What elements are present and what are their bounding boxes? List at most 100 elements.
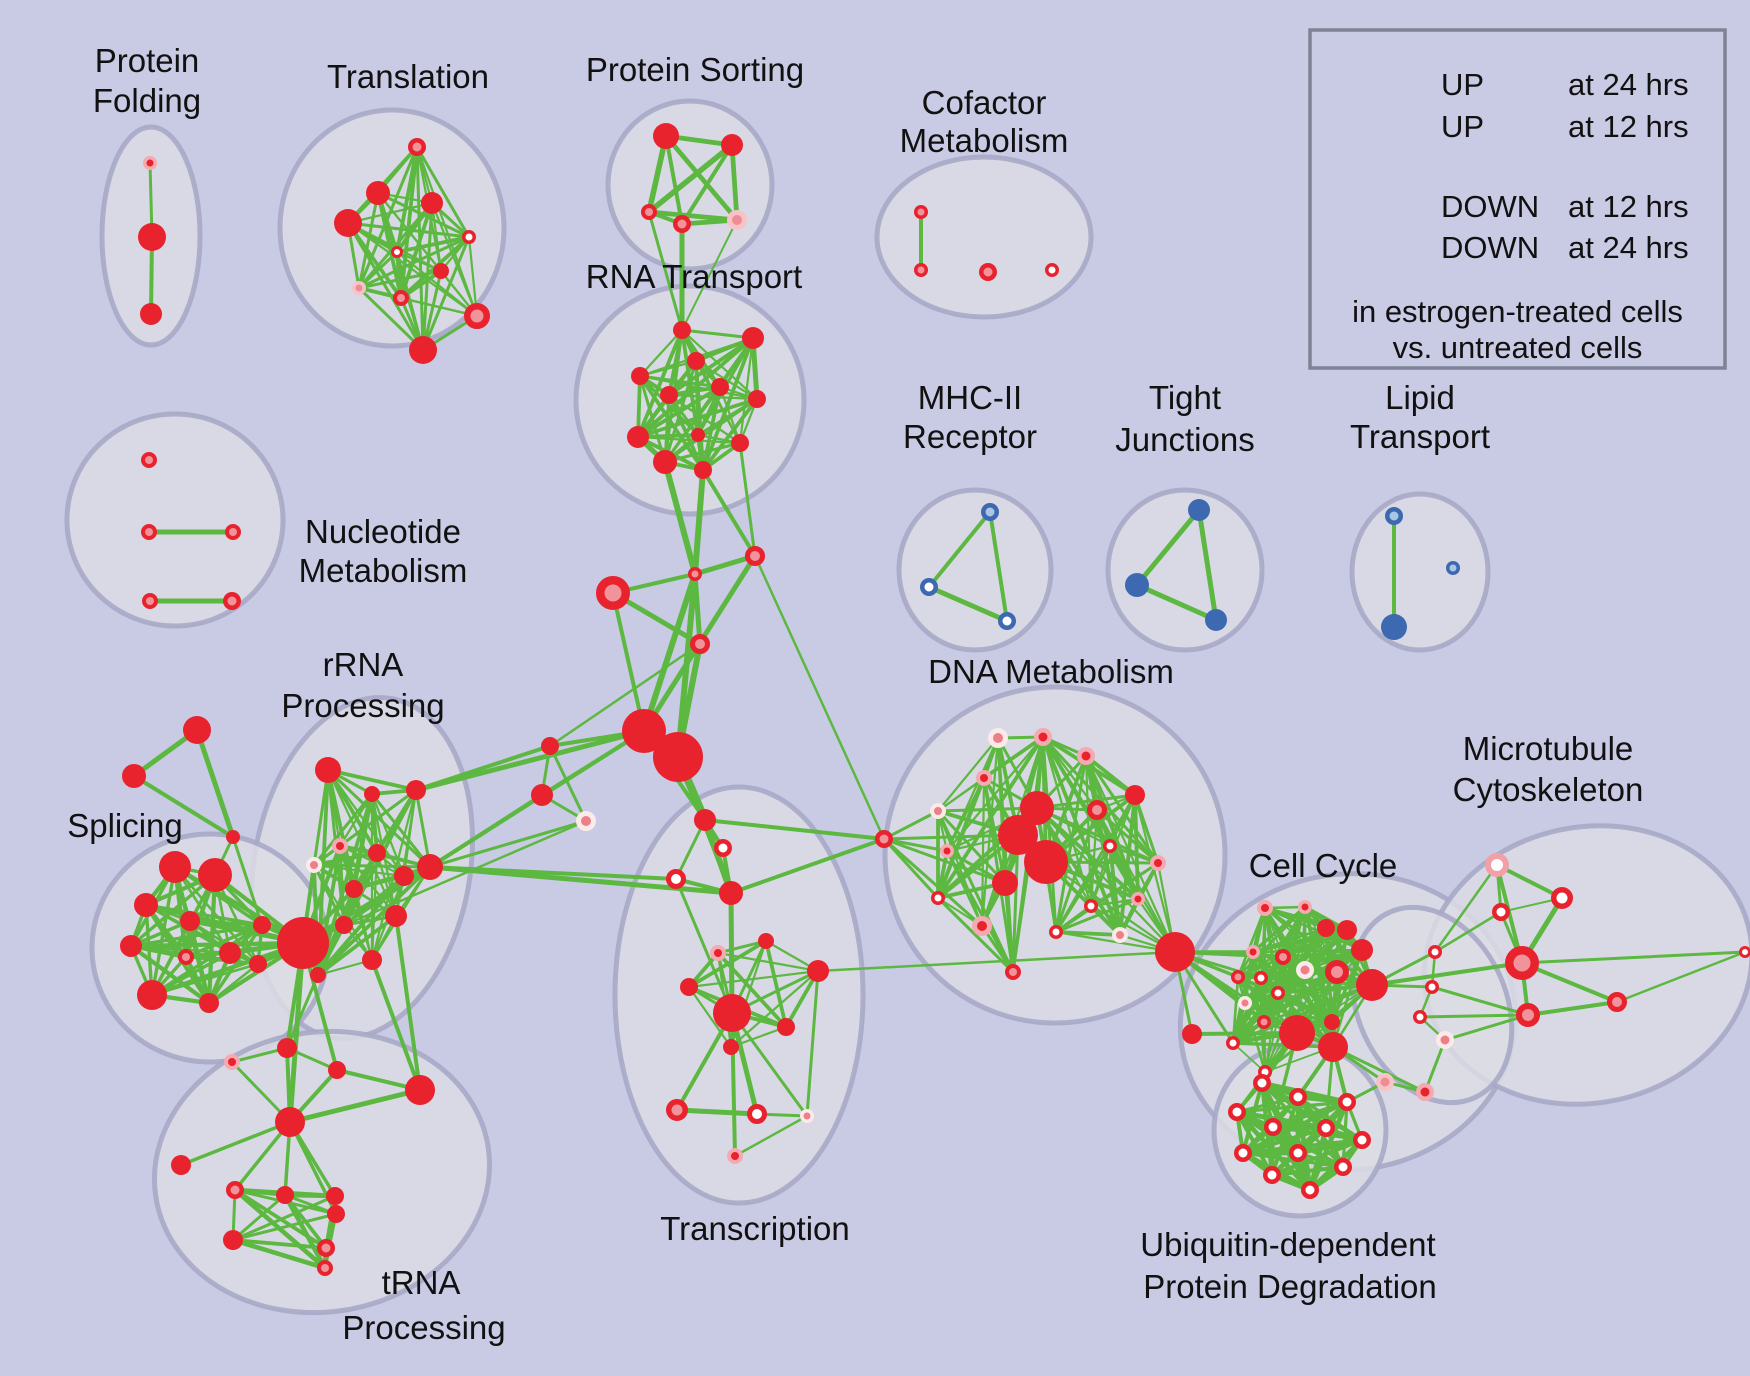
network-edge (1418, 1013, 1530, 1019)
network-node (714, 839, 732, 857)
legend-down-24h-time: at 24 hrs (1568, 230, 1689, 265)
network-node (137, 980, 167, 1010)
network-edge (207, 923, 264, 1005)
network-edge (1264, 929, 1348, 1073)
network-edge (733, 1114, 809, 1158)
network-node (981, 503, 999, 521)
network-node (1296, 961, 1314, 979)
network-node (1112, 927, 1128, 943)
network-node (1334, 1158, 1352, 1176)
network-node (219, 942, 241, 964)
cluster-label-cell-cycle: Cell Cycle (1249, 847, 1398, 884)
cluster-ellipse-mhc-ii-receptor (896, 487, 1054, 653)
network-node (199, 993, 219, 1013)
network-edge (421, 235, 471, 352)
network-node (1485, 853, 1509, 877)
network-node (1228, 1103, 1246, 1121)
network-edge (1134, 582, 1219, 623)
network-node (931, 891, 945, 905)
network-edge (1231, 1041, 1335, 1049)
network-edge (703, 818, 886, 841)
network-node (742, 327, 764, 349)
network-node (727, 1148, 743, 1164)
network-edge (1244, 984, 1373, 1004)
network-node (666, 869, 686, 889)
network-edge (636, 385, 722, 439)
network-node (1317, 1119, 1335, 1137)
network-edge (738, 336, 755, 445)
network-edge (179, 1120, 292, 1167)
network-node (462, 230, 476, 244)
cluster-label-ubiquitin-degradation: Protein Degradation (1143, 1268, 1437, 1305)
network-node (596, 576, 630, 610)
network-node (408, 138, 426, 156)
network-edge (641, 571, 698, 734)
network-node (159, 851, 191, 883)
network-edge (638, 359, 698, 378)
network-edge (687, 969, 820, 989)
network-node (1253, 1074, 1271, 1092)
network-node (1356, 969, 1388, 1001)
network-node (310, 967, 326, 983)
network-node (711, 378, 729, 396)
network-edge (926, 584, 1010, 624)
network-node (1045, 263, 1059, 277)
network-edge (945, 849, 1015, 974)
network-node (1257, 1015, 1271, 1029)
network-edge (184, 923, 264, 959)
network-edge (1264, 984, 1373, 1073)
network-node (914, 205, 928, 219)
network-edge (730, 1011, 737, 1158)
network-node (364, 786, 380, 802)
network-node (334, 209, 362, 237)
network-edge (1430, 985, 1530, 1017)
network-edge (882, 809, 940, 841)
network-edge (1615, 950, 1747, 1004)
network-edge (1041, 735, 1058, 934)
network-node (352, 281, 366, 295)
network-node (253, 916, 271, 934)
network-edge (647, 210, 684, 332)
network-edge (764, 939, 788, 1029)
network-edge (1084, 754, 1160, 865)
network-node (1428, 945, 1442, 959)
network-node (1446, 561, 1460, 575)
network-nodes (120, 123, 1750, 1276)
network-node (326, 1187, 344, 1205)
network-node (673, 215, 691, 233)
network-node (688, 567, 702, 581)
network-edge (1236, 975, 1335, 1049)
network-edge (413, 728, 647, 793)
network-node (317, 1260, 333, 1276)
network-edge (1084, 754, 1137, 797)
network-edge (399, 269, 443, 300)
network-node (417, 854, 443, 880)
network-edge (357, 191, 380, 290)
network-edge (150, 923, 264, 997)
cluster-label-trna-processing: tRNA (382, 1264, 461, 1301)
network-edge (312, 863, 406, 878)
network-edge (1173, 950, 1299, 1035)
network-edge (728, 890, 735, 1016)
network-node (723, 1039, 739, 1055)
network-node (622, 709, 666, 753)
network-node (433, 263, 449, 279)
network-edge (1370, 961, 1524, 987)
network-edge (1236, 975, 1267, 1074)
network-node (653, 123, 679, 149)
network-node (1353, 1131, 1371, 1149)
network-edge (430, 201, 479, 318)
network-node (930, 803, 946, 819)
network-edge (1331, 948, 1364, 1049)
network-node (691, 428, 705, 442)
network-node (1739, 946, 1750, 958)
cluster-label-lipid-transport: Transport (1350, 418, 1490, 455)
network-edge (287, 940, 306, 1125)
network-edge (882, 833, 1020, 841)
network-edge (1089, 897, 1140, 908)
network-node (1238, 996, 1252, 1010)
network-node (1263, 1166, 1281, 1184)
network-edge (674, 877, 734, 1015)
network-node (315, 757, 341, 783)
network-node (366, 181, 390, 205)
